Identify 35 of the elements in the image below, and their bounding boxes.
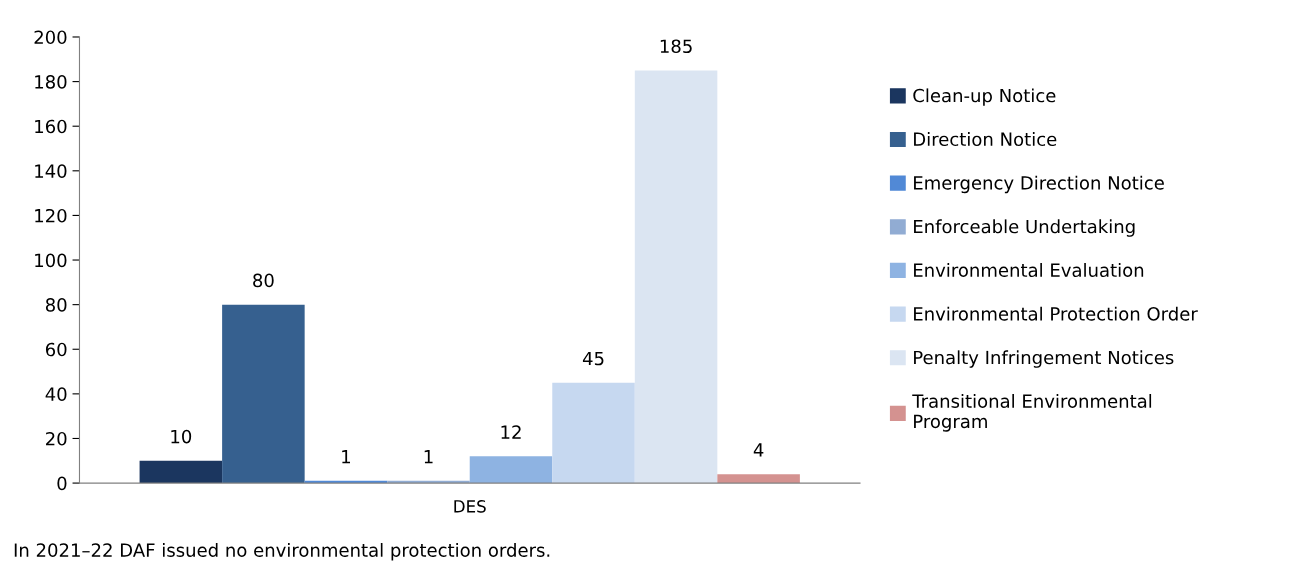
- data-label: 1: [342, 450, 350, 464]
- y-tick-label: 60: [45, 342, 67, 357]
- data-label: 45: [582, 351, 604, 366]
- legend-label: Emergency Direction Notice: [914, 175, 1164, 194]
- text: In 2021–22 DAF issued no environmental protection orders.: [14, 542, 550, 561]
- bar: [552, 382, 635, 484]
- data-label: 80: [253, 273, 274, 288]
- legend-label: Transitional Environmental Program: [912, 393, 1152, 432]
- legend-label: Penalty Infringement Notices: [914, 350, 1174, 368]
- data-label: 10: [171, 429, 192, 444]
- bar: [222, 304, 305, 484]
- legend-label: Enforceable Undertaking: [914, 219, 1135, 237]
- y-tick-label: 160: [35, 119, 67, 134]
- bar: [469, 456, 553, 484]
- legend-label: Direction Notice: [914, 132, 1057, 147]
- data-label: 1: [424, 450, 433, 464]
- y-tick-label: 40: [45, 387, 67, 401]
- y-tick-label: 20: [46, 431, 67, 446]
- bar: [717, 474, 800, 484]
- y-tick-label: 100: [35, 253, 67, 268]
- y-tick-label: 80: [45, 298, 67, 312]
- y-tick-label: 180: [35, 75, 67, 89]
- y-tick-label: 0: [57, 476, 67, 491]
- x-tick-label: DES: [454, 500, 486, 513]
- legend-label: Environmental Evaluation: [914, 263, 1144, 277]
- y-tick-label: 140: [35, 164, 67, 178]
- y-tick-label: 120: [35, 208, 67, 223]
- data-label: 4: [753, 443, 764, 457]
- bar: [634, 70, 718, 484]
- legend-label: Clean-up Notice: [913, 88, 1056, 106]
- data-label: 185: [660, 39, 692, 54]
- legend-label: Environmental Protection Order: [914, 306, 1198, 321]
- bar: [139, 460, 223, 484]
- data-label: 12: [501, 425, 521, 439]
- y-tick-label: 200: [34, 30, 67, 45]
